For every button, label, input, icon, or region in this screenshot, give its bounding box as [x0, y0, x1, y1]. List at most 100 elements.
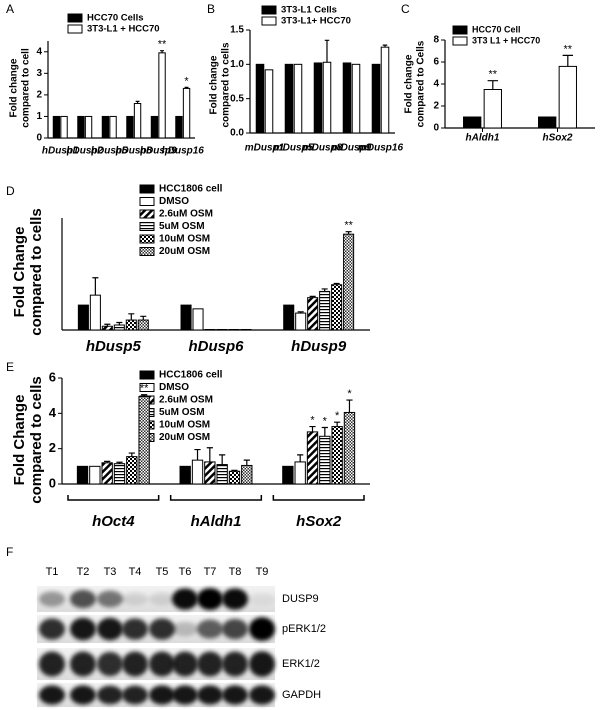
blot-band: [197, 588, 223, 610]
blot-band: [97, 617, 123, 641]
bar: [192, 308, 204, 331]
lane-label: T6: [179, 566, 192, 578]
y-tick-label: 0: [36, 133, 42, 144]
blot-band: [197, 685, 223, 705]
bar: [319, 290, 331, 331]
blot-band: [249, 651, 275, 677]
bar: [306, 431, 319, 485]
legend-label: 3T3-L1 Cells: [281, 5, 337, 16]
bar: [158, 52, 166, 139]
blot-band: [70, 589, 96, 609]
error-bar: [184, 86, 189, 89]
blot-band: [249, 593, 275, 605]
blot-band: [97, 685, 123, 705]
bar: [483, 89, 502, 129]
legend-label: DMSO: [159, 382, 189, 393]
bar: [241, 464, 253, 485]
error-bar: [345, 231, 352, 235]
error-bar: [321, 288, 328, 292]
blot-band: [249, 685, 275, 705]
bar: [343, 411, 356, 485]
bar: [282, 465, 294, 485]
bar: [284, 63, 294, 134]
legend-swatch: [139, 209, 155, 219]
x-tick-label: hSox2: [296, 513, 342, 530]
legend-label: HCC70 Cells: [87, 13, 144, 24]
error-bar: [346, 399, 353, 413]
blot-band: [97, 651, 123, 677]
error-bar: [140, 315, 147, 321]
bar: [113, 324, 125, 331]
legend-label: 10uM OSM: [159, 234, 210, 245]
error-bar: [309, 425, 316, 432]
y-axis-label: Fold Change: [11, 395, 28, 486]
blot-band: [39, 591, 65, 607]
x-tick-label: hDusp5: [86, 338, 142, 355]
y-tick-label: 1: [36, 111, 42, 122]
blot-band: [249, 617, 275, 641]
bar: [255, 63, 265, 134]
bar: [216, 464, 228, 485]
error-bar: [333, 282, 340, 285]
bar: [101, 325, 113, 331]
blot-strip: [37, 586, 275, 612]
legend-label: 5uM OSM: [159, 407, 205, 418]
x-tick-label: hDusp9: [291, 338, 347, 355]
bar: [179, 465, 191, 485]
blot-band: [70, 685, 96, 705]
legend-label: 3T3-L1 + HCC70: [87, 24, 160, 35]
bar: [150, 115, 159, 139]
x-tick-label: mDusp16: [358, 143, 403, 154]
legend-swatch: [67, 13, 83, 23]
blot-band: [149, 618, 175, 640]
lane-label: T5: [156, 566, 169, 578]
legend-swatch: [452, 36, 468, 46]
y-axis-label: Fold change: [209, 55, 220, 114]
error-bar: [104, 323, 111, 327]
bar: [558, 65, 577, 129]
legend-label: DMSO: [159, 196, 189, 207]
blot-strip: [37, 683, 275, 707]
bar: [295, 312, 307, 331]
legend-swatch: [139, 234, 155, 244]
significance-label: *: [347, 388, 352, 400]
legend-label: 3T3 L1 + HCC70: [472, 35, 540, 45]
bar: [307, 297, 319, 331]
bar: [228, 470, 241, 485]
error-bar: [297, 454, 304, 462]
y-axis-label: compared to cell: [21, 48, 32, 128]
lane-label: T9: [256, 566, 269, 578]
blot-band: [197, 651, 223, 677]
blot-band: [70, 651, 96, 677]
error-bar: [324, 39, 330, 63]
band-label: pERK1/2: [282, 623, 326, 635]
blot-band: [172, 588, 198, 610]
band-label: ERK1/2: [282, 658, 320, 670]
x-tick-label: hSox2: [542, 133, 572, 144]
y-tick-label: 4: [49, 405, 57, 420]
bar: [60, 115, 68, 139]
error-bar: [128, 452, 135, 457]
error-bar: [141, 394, 148, 397]
blot-band: [222, 651, 248, 677]
y-tick-label: 8: [433, 35, 439, 46]
bar: [101, 115, 110, 139]
y-tick-label: 2: [36, 90, 42, 101]
x-tick-label: hDusp6: [188, 338, 244, 355]
error-bar: [231, 469, 238, 472]
panel-label: E: [6, 360, 14, 374]
band-label: DUSP9: [282, 593, 319, 605]
x-tick-label: hOct4: [92, 513, 135, 530]
significance-label: **: [158, 39, 167, 51]
y-tick-label: 2: [433, 101, 439, 112]
significance-label: *: [335, 410, 340, 422]
blot-band: [97, 590, 123, 608]
y-tick-label: 0.5: [230, 93, 244, 104]
error-bar: [382, 44, 388, 48]
error-bar: [104, 460, 111, 463]
group-bracket: [272, 495, 365, 501]
blot-band: [39, 651, 65, 677]
blot-band: [222, 685, 248, 705]
error-bar: [194, 448, 201, 461]
bar: [331, 284, 343, 331]
